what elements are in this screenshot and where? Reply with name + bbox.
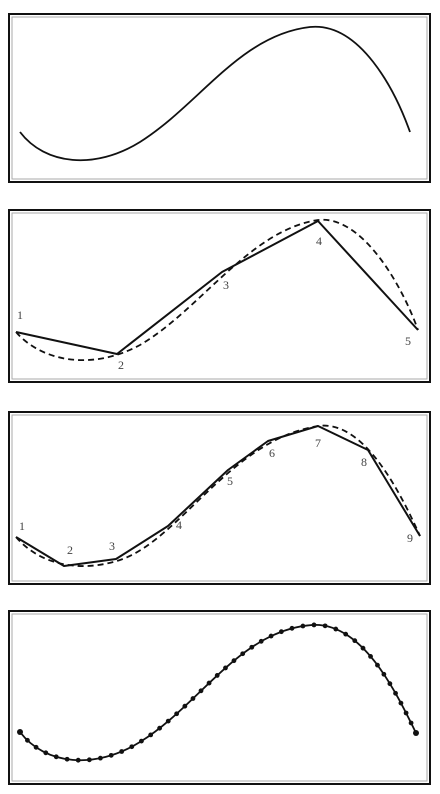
point-label: 3 [223,278,229,292]
sample-dot [393,690,398,696]
sample-dot [86,757,92,763]
sample-dot [43,750,49,756]
sample-dot [165,718,171,724]
sample-dot [268,633,274,639]
sample-dot [139,738,144,744]
point-label: 8 [361,455,367,469]
point-label: 1 [19,519,25,533]
sample-dot [53,754,59,760]
panel-inner-frame [11,414,428,582]
panel-smooth-curve [8,13,431,183]
panel-frame [8,13,431,183]
panel-coarse-approximation: 1 2 3 4 5 [8,209,431,383]
point-label: 3 [109,539,115,553]
sample-dot [190,696,196,701]
point-label: 6 [269,446,275,460]
sample-dot [375,662,380,668]
sample-dot [214,673,220,678]
sample-dot [278,629,284,635]
sample-dot [17,729,23,735]
sample-dot [198,688,204,694]
reference-curve [15,219,419,362]
point-label: 5 [405,334,411,348]
point-labels: 1 2 3 4 5 6 7 8 9 [19,436,413,557]
approximation-polyline [15,425,421,567]
sample-dot [75,757,81,763]
sample-dot [381,671,387,677]
sample-dot [398,700,404,706]
sample-dot [258,638,264,644]
sample-dot [129,744,135,750]
sample-dot [174,711,180,717]
panel-fine-approximation: 1 2 3 4 5 6 7 8 9 [8,411,431,585]
sample-dot [360,645,366,651]
sample-dot [240,651,246,657]
sample-dot [352,638,358,644]
sample-dot [333,626,339,632]
curve [19,624,417,762]
sample-dot [64,756,70,762]
point-label: 2 [67,543,73,557]
reference-curve [15,424,421,567]
sample-dot [108,752,114,758]
point-label: 2 [118,358,124,372]
approximation-polyline [15,220,419,355]
sample-dot [25,737,30,743]
sample-dot [408,720,414,726]
curve [19,26,411,162]
panel-inner-frame [11,16,428,180]
point-label: 1 [17,308,23,322]
panel-frame [8,610,431,785]
sample-dot [387,681,393,687]
sample-dot [157,725,163,731]
sample-dot [33,744,39,750]
sample-dot [249,644,255,650]
sample-dot [343,631,349,637]
sample-dot [98,755,103,761]
sample-dot [322,623,328,629]
sample-dot [300,623,306,629]
sample-points [17,622,419,763]
sample-dot [231,658,237,664]
sample-dot [413,730,419,736]
sample-dot [119,749,125,754]
panel-frame [8,209,431,383]
panel-inner-frame [11,613,428,782]
point-label: 9 [407,531,413,545]
panel-sampled-curve [8,610,431,785]
sample-dot [182,703,188,709]
sample-dot [148,732,154,738]
point-label: 7 [315,436,321,450]
sample-dot [368,654,373,659]
point-label: 4 [316,234,322,248]
sample-dot [289,625,295,631]
point-label: 5 [227,474,233,488]
point-label: 4 [176,518,182,532]
panel-frame [8,411,431,585]
sample-dot [206,680,212,686]
point-labels: 1 2 3 4 5 [17,234,411,372]
sample-dot [223,665,228,671]
panel-inner-frame [11,212,428,380]
sample-dot [403,710,409,716]
sample-dot [311,622,317,628]
